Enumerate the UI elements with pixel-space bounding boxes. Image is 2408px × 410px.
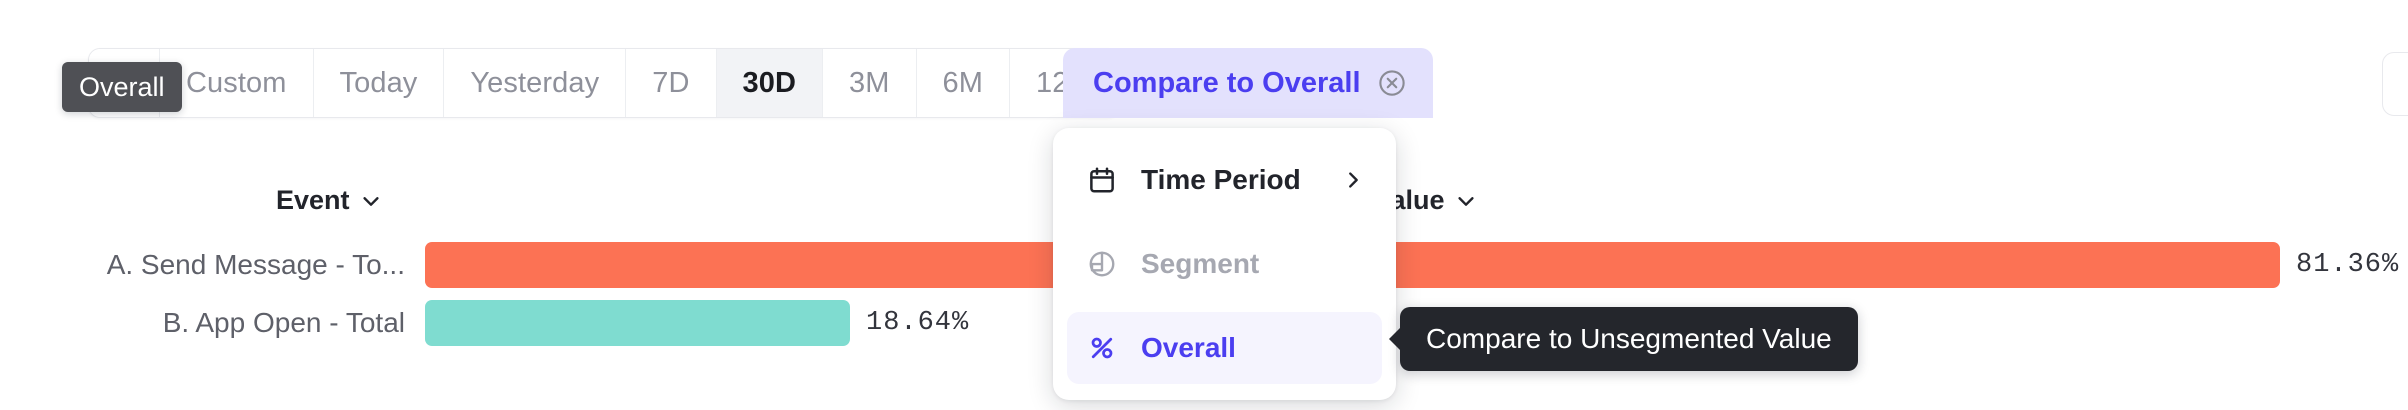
range-button-today[interactable]: Today — [313, 49, 445, 117]
tooltip-overall-text: Overall — [79, 71, 165, 102]
menu-item-overall-label: Overall — [1141, 332, 1236, 363]
menu-item-overall[interactable]: Overall — [1067, 312, 1382, 384]
range-button-30d-label: 30D — [742, 66, 796, 99]
range-button-custom[interactable]: Custom — [160, 49, 314, 117]
menu-divider — [1067, 300, 1382, 312]
range-button-today-label: Today — [339, 66, 418, 99]
column-header-event-label: Event — [276, 185, 350, 215]
date-range-toolbar[interactable]: Custom Today Yesterday 7D 30D 3M 6M 12M — [88, 48, 1120, 118]
menu-item-segment-label: Segment — [1141, 248, 1260, 279]
range-button-3m-label: 3M — [849, 66, 890, 99]
bar-value-a: 81.36% — [2296, 250, 2400, 280]
tooltip-overall: Overall — [62, 62, 182, 112]
compare-chip-label: Compare to Overall — [1093, 66, 1361, 99]
menu-item-time-period[interactable]: Time Period — [1067, 144, 1382, 216]
bar-value-b: 18.64% — [866, 308, 970, 338]
table-row: B. App Open - Total 18.64% — [0, 300, 2408, 346]
menu-item-segment[interactable]: Segment — [1067, 228, 1382, 300]
overflow-control-stub[interactable] — [2382, 52, 2408, 116]
compare-options-menu[interactable]: Time Period Segment — [1053, 128, 1396, 400]
menu-item-time-period-label: Time Period — [1141, 164, 1301, 195]
bar-label-a: A. Send Message - To... — [106, 249, 405, 280]
calendar-icon — [1085, 165, 1119, 195]
compare-to-overall-chip[interactable]: Compare to Overall — [1063, 48, 1433, 118]
range-button-7d-label: 7D — [652, 66, 690, 99]
range-button-yesterday[interactable]: Yesterday — [444, 49, 627, 117]
range-button-6m[interactable]: 6M — [916, 49, 1010, 117]
range-button-7d[interactable]: 7D — [626, 49, 717, 117]
circle-close-icon[interactable] — [1377, 68, 1407, 98]
range-button-30d[interactable]: 30D — [716, 49, 823, 117]
pie-chart-icon — [1085, 249, 1119, 279]
range-button-yesterday-label: Yesterday — [470, 66, 600, 99]
chevron-down-icon — [1457, 196, 1474, 206]
range-button-3m[interactable]: 3M — [823, 49, 917, 117]
tooltip-compare-unsegmented-text: Compare to Unsegmented Value — [1426, 323, 1832, 354]
bar-label-b: B. App Open - Total — [162, 307, 405, 338]
column-header-event[interactable]: Event — [276, 185, 382, 216]
bar-b[interactable] — [425, 300, 850, 346]
menu-divider — [1067, 216, 1382, 228]
chevron-down-icon — [362, 196, 379, 206]
range-button-6m-label: 6M — [942, 66, 983, 99]
chevron-right-icon — [1349, 172, 1358, 188]
percent-icon — [1085, 333, 1119, 363]
range-button-custom-label: Custom — [186, 66, 287, 99]
tooltip-compare-unsegmented: Compare to Unsegmented Value — [1400, 307, 1858, 371]
